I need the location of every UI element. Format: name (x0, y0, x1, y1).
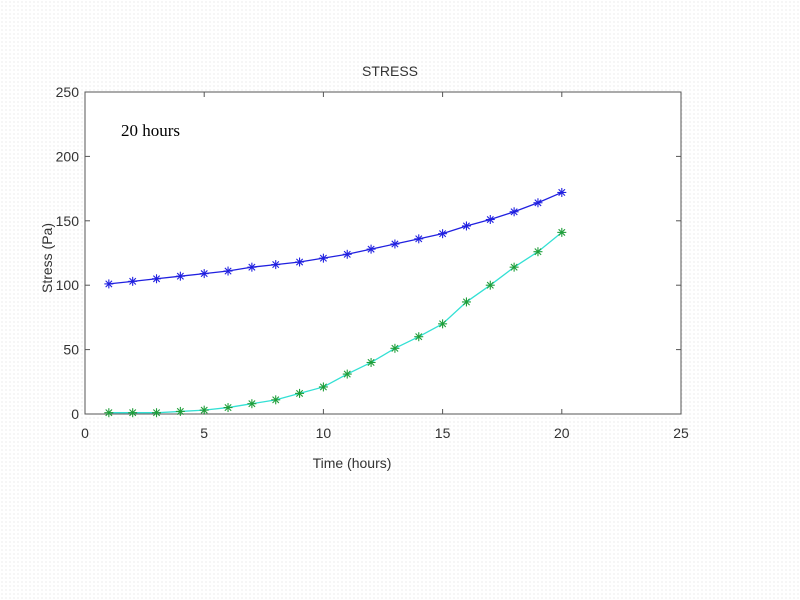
data-point (533, 247, 543, 257)
data-point (175, 271, 185, 281)
data-point (128, 408, 138, 418)
data-point (485, 215, 495, 225)
data-point (271, 395, 281, 405)
annotation-label: 20 hours (121, 121, 180, 140)
data-point (175, 406, 185, 416)
data-point (128, 276, 138, 286)
data-point (104, 279, 114, 289)
data-point (223, 266, 233, 276)
data-point (557, 187, 567, 197)
data-point (247, 399, 257, 409)
data-point (557, 227, 567, 237)
data-point (438, 229, 448, 239)
data-point (390, 239, 400, 249)
plot-area (84, 91, 682, 415)
x-tick-label: 10 (316, 425, 332, 441)
series-2 (104, 227, 567, 418)
data-point (485, 280, 495, 290)
data-point (199, 405, 209, 415)
data-point (342, 249, 352, 259)
data-point (318, 253, 328, 263)
x-tick-label: 25 (673, 425, 689, 441)
data-point (461, 221, 471, 231)
data-point (414, 234, 424, 244)
data-point (318, 382, 328, 392)
data-point (414, 332, 424, 342)
series-1 (104, 187, 567, 289)
y-tick-label: 100 (56, 277, 80, 293)
data-point (271, 260, 281, 270)
data-point (223, 403, 233, 413)
data-point (104, 408, 114, 418)
data-point (295, 388, 305, 398)
data-point (247, 262, 257, 272)
data-point (342, 369, 352, 379)
x-tick-label: 5 (200, 425, 208, 441)
y-tick-label: 150 (56, 213, 80, 229)
data-point (366, 357, 376, 367)
y-tick-label: 0 (71, 406, 79, 422)
chart-title: STRESS (362, 63, 418, 79)
data-point (199, 269, 209, 279)
series-layer (104, 187, 567, 418)
y-tick-label: 250 (56, 84, 80, 100)
data-point (509, 262, 519, 272)
data-point (390, 343, 400, 353)
y-axis-title: Stress (Pa) (39, 223, 55, 293)
x-tick-label: 20 (554, 425, 570, 441)
data-point (295, 257, 305, 267)
data-point (152, 274, 162, 284)
data-point (461, 297, 471, 307)
y-tick-label: 50 (63, 342, 79, 358)
y-tick-label: 200 (56, 148, 80, 164)
x-tick-label: 15 (435, 425, 451, 441)
data-point (509, 207, 519, 217)
x-tick-label: 0 (81, 425, 89, 441)
data-point (438, 319, 448, 329)
x-axis-title: Time (hours) (313, 455, 392, 471)
data-point (366, 244, 376, 254)
data-point (533, 198, 543, 208)
data-point (152, 408, 162, 418)
